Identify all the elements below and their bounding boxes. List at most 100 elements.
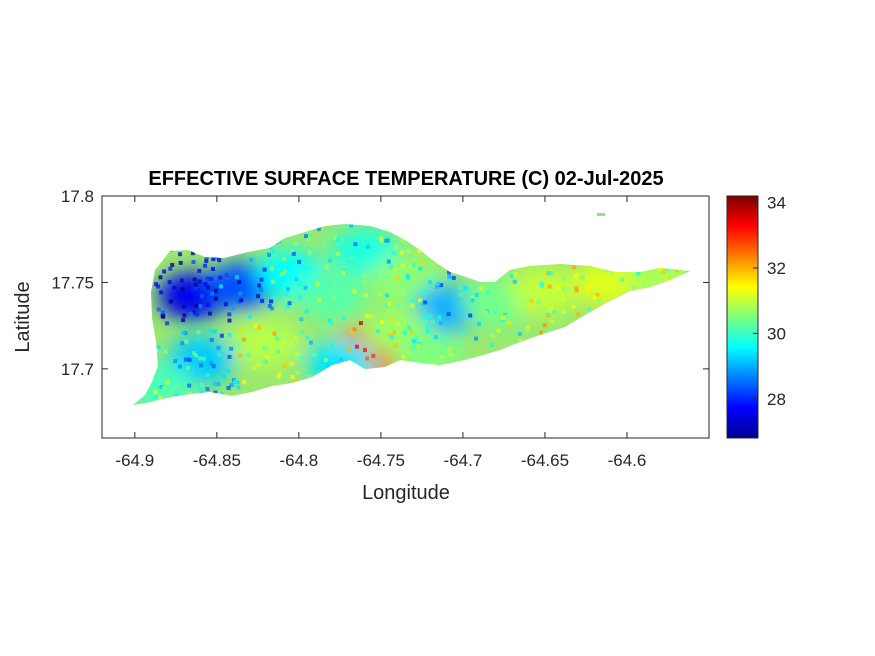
temperature-pixel <box>293 336 298 341</box>
temperature-pixel <box>331 296 336 301</box>
temperature-pixel <box>446 312 451 317</box>
temperature-pixel <box>278 336 283 341</box>
temperature-pixel <box>447 347 452 352</box>
temperature-pixel <box>420 301 425 306</box>
temperature-pixel <box>153 390 158 395</box>
temperature-pixel <box>207 302 212 307</box>
temperature-pixel <box>316 227 321 232</box>
temperature-pixel <box>205 387 210 392</box>
temperature-pixel <box>549 319 554 324</box>
temperature-pixel <box>486 290 491 295</box>
temperature-pixel <box>349 224 354 228</box>
temperature-pixel <box>178 260 183 265</box>
temperature-pixel <box>259 277 264 282</box>
temperature-pixel <box>609 271 614 276</box>
temperature-pixel <box>574 286 579 290</box>
temperature-pixel <box>170 263 175 267</box>
temperature-pixel <box>218 275 223 280</box>
temperature-pixel <box>526 325 531 330</box>
temperature-pixel <box>580 285 585 290</box>
temperature-pixel <box>574 273 578 278</box>
temperature-pixel <box>402 330 407 335</box>
temperature-pixel <box>496 328 501 333</box>
temperature-pixel <box>395 276 400 280</box>
temperature-pixel <box>193 286 198 291</box>
temperature-pixel <box>294 277 299 282</box>
temperature-pixel <box>192 351 196 356</box>
temperature-pixel <box>212 329 217 334</box>
x-axis-ticks: -64.9 -64.85 -64.8 -64.75 -64.7 -64.65 -64.6 <box>115 196 646 470</box>
temperature-pixel <box>297 295 302 300</box>
temperature-pixel <box>304 234 309 239</box>
temperature-pixel <box>362 348 367 352</box>
temperature-pixel <box>545 312 550 317</box>
x-tick-label: -64.85 <box>193 451 241 470</box>
temperature-pixel <box>269 299 274 304</box>
temperature-pixel <box>201 356 206 361</box>
temperature-pixel <box>211 267 215 271</box>
temperature-pixel <box>557 285 562 290</box>
temperature-pixel <box>561 296 566 301</box>
temperature-pixel <box>364 314 369 319</box>
temperature-pixel <box>205 276 210 281</box>
temperature-pixel <box>428 314 433 319</box>
temperature-pixel <box>447 274 452 279</box>
temperature-pixel <box>178 291 183 295</box>
temperature-pixel <box>178 252 182 257</box>
temperature-pixel <box>226 386 231 390</box>
temperature-pixel <box>238 291 243 296</box>
temperature-pixel <box>461 332 466 337</box>
temperature-pixel <box>468 313 473 318</box>
temperature-pixel <box>528 304 533 309</box>
temperature-pixel <box>389 264 394 269</box>
temperature-pixel <box>163 349 168 354</box>
temperature-pixel <box>156 345 161 350</box>
temperature-pixel <box>374 272 379 277</box>
temperature-pixel <box>269 306 274 311</box>
temperature-pixel <box>160 310 165 315</box>
temperature-pixel <box>574 288 579 293</box>
temperature-pixel <box>585 277 590 282</box>
temperature-pixel <box>227 312 232 317</box>
temperature-pixel <box>529 299 534 304</box>
temperature-pixel <box>549 306 553 311</box>
temperature-pixel <box>586 290 591 295</box>
temperature-pixel <box>306 237 311 242</box>
temperature-pixel <box>353 242 358 247</box>
temperature-pixel <box>182 313 187 318</box>
temperature-pixel <box>338 357 343 362</box>
temperature-pixel <box>386 238 390 243</box>
temperature-pixel <box>429 271 434 276</box>
temperature-pixel <box>431 362 436 367</box>
temperature-pixel <box>547 309 552 314</box>
temperature-pixel <box>358 321 363 326</box>
temperature-pixel <box>198 356 203 361</box>
x-tick-label: -64.8 <box>279 451 318 470</box>
temperature-pixel <box>378 291 383 296</box>
temperature-pixel <box>387 302 391 307</box>
temperature-pixel <box>195 372 199 377</box>
temperature-pixel <box>561 286 566 291</box>
temperature-pixel <box>420 259 425 264</box>
temperature-pixel <box>542 323 547 328</box>
temperature-pixel <box>297 260 301 264</box>
temperature-pixel <box>193 282 198 287</box>
temperature-pixel <box>536 301 540 306</box>
temperature-pixel <box>200 382 204 387</box>
temperature-pixel <box>303 285 308 290</box>
temperature-pixel <box>349 330 354 335</box>
temperature-pixel <box>280 375 285 380</box>
temperature-pixel <box>333 236 338 241</box>
temperature-pixel <box>323 358 328 362</box>
temperature-pixel <box>431 274 436 279</box>
temperature-pixel <box>208 311 212 316</box>
temperature-pixel <box>304 266 309 271</box>
temperature-pixel <box>180 287 185 292</box>
temperature-pixel <box>265 355 270 360</box>
temperature-pixel <box>308 232 312 237</box>
temperature-pixel <box>270 266 275 271</box>
temperature-pixel <box>204 259 209 264</box>
temperature-pixel <box>587 307 592 312</box>
temperature-pixel <box>200 294 204 299</box>
temperature-pixel <box>317 297 322 302</box>
